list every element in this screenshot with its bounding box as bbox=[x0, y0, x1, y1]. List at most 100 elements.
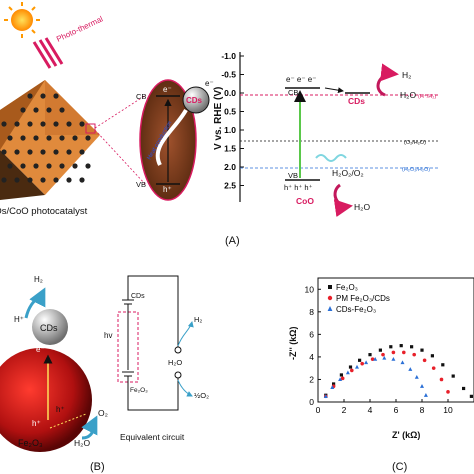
b-electron-label: e⁻ bbox=[36, 345, 45, 354]
cd-dots bbox=[1, 93, 91, 183]
data-point bbox=[420, 384, 424, 388]
cd-dot bbox=[59, 135, 65, 141]
cds-sphere bbox=[32, 309, 68, 345]
data-point bbox=[422, 358, 427, 363]
data-point bbox=[408, 367, 413, 371]
heat-conduction-arrow bbox=[155, 108, 188, 166]
x-tick-label: 8 bbox=[420, 405, 425, 415]
particle-electron-label: e⁻ bbox=[163, 85, 172, 94]
energy-tick-label: 1.0 bbox=[224, 125, 236, 135]
data-point bbox=[368, 353, 372, 357]
y-tick-label: 8 bbox=[309, 307, 314, 317]
energy-h2o2-o2: H₂O₂/O₂ bbox=[332, 168, 364, 178]
zoom-box bbox=[85, 123, 96, 134]
particle-cds bbox=[182, 86, 210, 114]
legend-marker bbox=[327, 306, 333, 311]
cd-dot bbox=[79, 121, 85, 127]
energy-holes: h⁺ h⁺ h⁺ bbox=[284, 183, 313, 192]
data-point bbox=[338, 377, 343, 382]
circuit-h2o-label: H₂O bbox=[168, 358, 182, 367]
catalyst-label: CDs/CoO photocatalyst bbox=[0, 206, 88, 217]
particle-cb-label: CB bbox=[136, 92, 146, 101]
energy-h-plus-h2: (H⁺/H₂) bbox=[418, 93, 436, 100]
data-point bbox=[360, 361, 365, 366]
chart-legend: Fe₂O₃ PM Fe₂O₃/CDs CDs-Fe₂O₃ bbox=[327, 283, 390, 314]
energy-h2-label: H₂ bbox=[402, 70, 411, 80]
energy-o2-h2o: (O₂/H₂O) bbox=[404, 140, 426, 146]
data-point bbox=[430, 354, 434, 358]
chart-ylabel: -Z'' (kΩ) bbox=[288, 327, 298, 361]
data-point bbox=[339, 373, 343, 377]
chart-marks bbox=[323, 344, 473, 399]
data-point bbox=[364, 360, 369, 365]
octahedron-catalyst bbox=[0, 80, 100, 200]
energy-vb-label: VB bbox=[288, 171, 298, 180]
energy-coo-label: CoO bbox=[296, 196, 314, 206]
y-tick-label: 2 bbox=[309, 374, 314, 384]
circuit-h2-label: H₂ bbox=[194, 315, 202, 324]
cd-dot bbox=[46, 107, 52, 113]
data-point bbox=[439, 377, 444, 382]
x-tick-label: 6 bbox=[394, 405, 399, 415]
energy-ylabel: V vs. RHE (V) bbox=[213, 87, 224, 150]
data-point bbox=[378, 348, 382, 352]
energy-h2o-top: H₂O bbox=[400, 90, 416, 100]
cd-dot bbox=[33, 135, 39, 141]
energy-tick-label: 1.5 bbox=[224, 144, 236, 154]
caption-b: (B) bbox=[90, 461, 105, 473]
data-point bbox=[355, 364, 359, 369]
data-point bbox=[400, 360, 405, 365]
cd-dot bbox=[1, 149, 7, 155]
b-fe2o3-label: Fe₂O₃ bbox=[18, 438, 43, 448]
data-point bbox=[391, 350, 396, 355]
y-tick-label: 10 bbox=[305, 284, 315, 294]
cd-dot bbox=[7, 163, 13, 169]
cd-dot bbox=[53, 149, 59, 155]
cd-dot bbox=[66, 177, 72, 183]
caption-a: (A) bbox=[225, 235, 240, 247]
cd-dot bbox=[33, 163, 39, 169]
cd-dot bbox=[14, 149, 20, 155]
cd-dot bbox=[1, 121, 7, 127]
chart-ticks: 0 2 4 6 8 10 0 2 4 6 8 10 bbox=[305, 284, 453, 415]
x-tick-label: 4 bbox=[368, 405, 373, 415]
data-point bbox=[423, 393, 428, 397]
data-point bbox=[462, 386, 466, 391]
photo-thermal-label: Photo-thermal bbox=[55, 14, 105, 43]
cd-dot bbox=[85, 163, 91, 169]
data-point bbox=[382, 355, 387, 360]
data-point bbox=[420, 348, 424, 352]
b-o2-label: O₂ bbox=[98, 408, 108, 418]
data-point bbox=[381, 352, 385, 357]
particle-cds-label: CDs bbox=[186, 96, 203, 105]
circuit-cds-label: CDs bbox=[131, 293, 145, 300]
legend-label: Fe₂O₃ bbox=[336, 283, 358, 292]
data-point bbox=[330, 385, 335, 389]
data-point bbox=[451, 374, 455, 378]
data-point bbox=[332, 382, 336, 386]
cd-dot bbox=[33, 107, 39, 113]
data-point bbox=[402, 350, 406, 355]
b-h2-label: H₂ bbox=[34, 275, 43, 284]
energy-ticks: -1.0 -0.5 0.0 0.5 1.0 1.5 2.0 2.5 bbox=[221, 51, 244, 191]
cd-dot bbox=[72, 163, 78, 169]
fe2o3-sphere bbox=[0, 348, 92, 452]
particle-vb-label: VB bbox=[136, 180, 146, 189]
cd-dot bbox=[46, 163, 52, 169]
data-point bbox=[340, 376, 345, 381]
light-rays bbox=[32, 37, 64, 69]
cd-dot bbox=[53, 177, 59, 183]
cd-dot bbox=[7, 135, 13, 141]
data-point bbox=[350, 368, 354, 373]
data-point bbox=[441, 363, 445, 367]
cd-dot bbox=[85, 135, 91, 141]
b-h2o-label: H₂O bbox=[74, 438, 90, 448]
data-point bbox=[469, 394, 473, 398]
y-tick-label: 6 bbox=[309, 329, 314, 339]
panel-a-energy-diagram: V vs. RHE (V) -1.0 -0.5 0.0 0.5 1.0 1.5 2.0 2.5… bbox=[213, 51, 440, 218]
panel-b: CDs H₂ H⁺ e⁻ h⁺ h⁺ Fe₂O₃ O₂ H₂O CDs hv F… bbox=[0, 275, 209, 452]
circuit-fe2o3-label: Fe₂O₃ bbox=[130, 387, 148, 394]
energy-electrons: e⁻ e⁻ e⁻ bbox=[286, 75, 316, 84]
cd-dot bbox=[20, 163, 26, 169]
